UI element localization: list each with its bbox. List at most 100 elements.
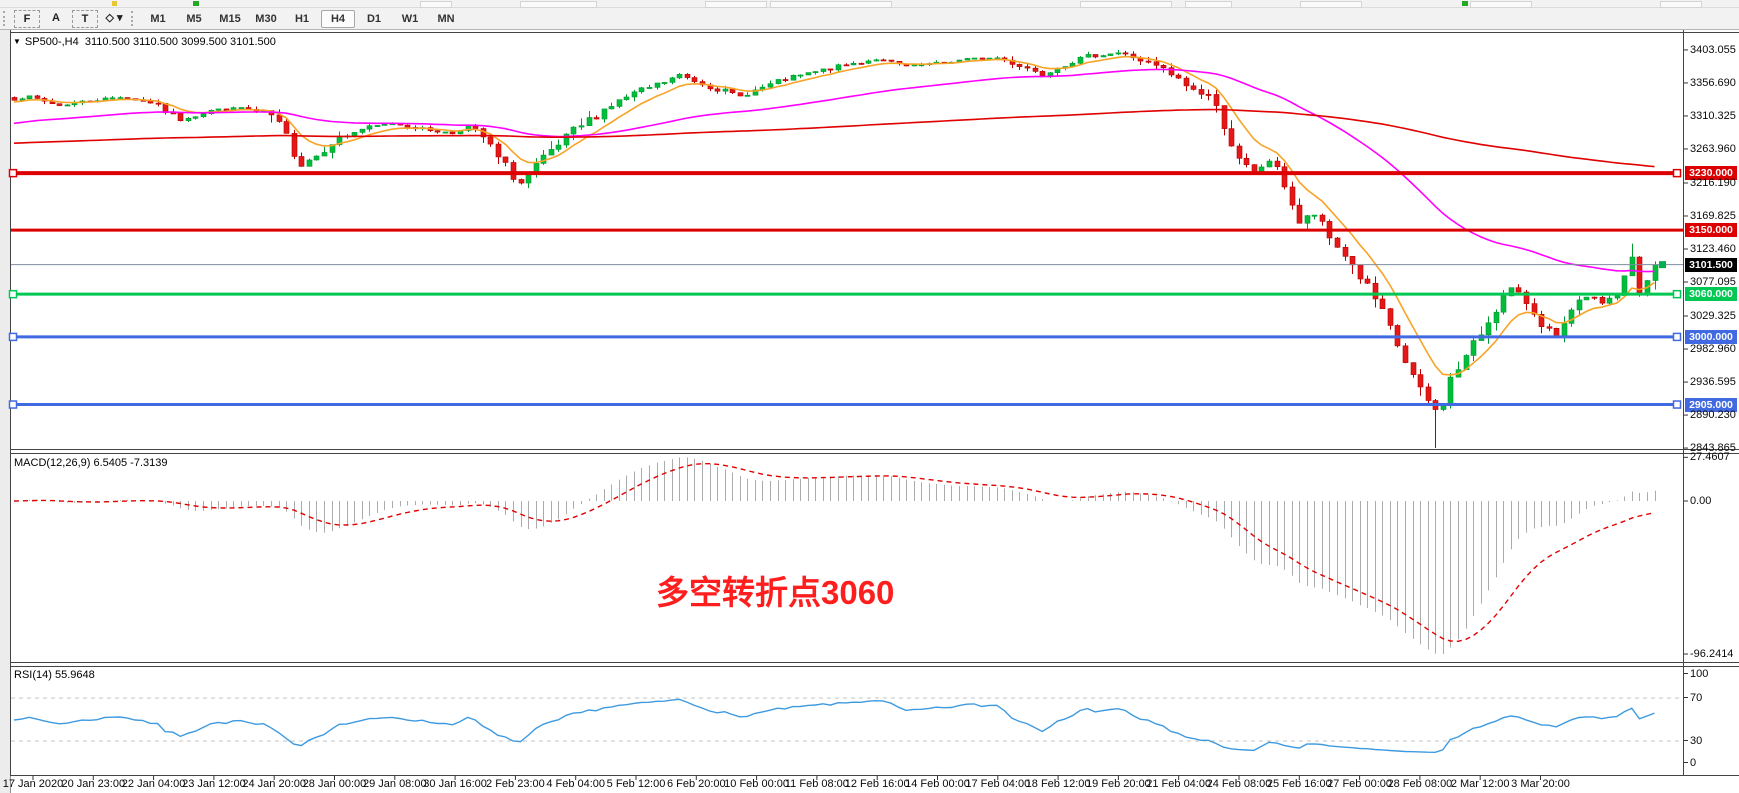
price-axis-label: 3029.325 (1690, 310, 1736, 323)
candle-body (404, 124, 411, 128)
candle-body (1319, 214, 1326, 222)
timeframe-M5[interactable]: M5 (186, 12, 202, 25)
candle-body (1190, 85, 1197, 90)
candle-body (1402, 345, 1409, 363)
line-handle[interactable] (1672, 289, 1682, 299)
chart-annotation-text[interactable]: 多空转折点3060 (656, 574, 895, 611)
toolbar-fragment (1300, 1, 1362, 8)
candle-body (518, 179, 525, 184)
objects-cursor-icon[interactable]: ◇ ▾ (105, 11, 123, 24)
text-label-icon[interactable]: T (72, 9, 98, 28)
candle-body (34, 95, 41, 99)
time-axis-label: 2 Mar 12:00 (1450, 778, 1510, 790)
time-axis-label: 18 Feb 12:00 (1025, 778, 1091, 790)
horizontal-level-2905[interactable] (8, 400, 1682, 409)
price-axis-label: 2890.230 (1690, 409, 1736, 422)
slow-ma-line[interactable] (13, 108, 1655, 168)
candle-body (366, 125, 373, 130)
candle-body (1349, 256, 1356, 266)
time-axis-label: 28 Feb 08:00 (1387, 778, 1453, 790)
toolbar-fragment (520, 1, 597, 8)
candle-body (442, 131, 449, 134)
candle-body (1576, 299, 1583, 311)
chart-grid-f-icon[interactable]: F (14, 9, 40, 28)
toolbar-fragment (420, 1, 452, 8)
candle-body (1568, 309, 1575, 324)
candle-body (1296, 204, 1303, 224)
line-handle[interactable] (1672, 332, 1682, 342)
timeframe-M15[interactable]: M15 (219, 12, 241, 25)
candle-body (1160, 64, 1167, 68)
symbol-dropdown-icon[interactable]: ▼ (13, 37, 21, 46)
toolbar-fragment (1660, 1, 1702, 8)
candle-body (1372, 282, 1379, 300)
medium-ma-line[interactable] (13, 68, 1655, 273)
candle-body (1085, 54, 1092, 58)
macd-values: 6.5405 -7.3139 (93, 457, 168, 469)
candle-body (880, 59, 887, 62)
timeframe-D1[interactable]: D1 (366, 12, 382, 25)
candle-body (1289, 186, 1296, 206)
candle-body (835, 64, 842, 71)
timeframe-M30[interactable]: M30 (255, 12, 277, 25)
candle-body (200, 113, 207, 118)
candle-body (782, 79, 789, 81)
candle-body (691, 77, 698, 82)
candle-body (1228, 128, 1235, 147)
candle-body (797, 74, 804, 77)
chart-toolbar: F A T ◇ ▾ M1 M5 M15 M30 H1 H4 D1 W1 MN (0, 8, 1739, 30)
fast-ma-line[interactable] (13, 55, 1655, 376)
timeframe-M1[interactable]: M1 (150, 12, 166, 25)
time-axis-label: 23 Jan 12:00 (182, 778, 246, 790)
font-a-icon[interactable]: A (52, 11, 60, 24)
candle-body (767, 83, 774, 88)
candle-body (1561, 323, 1568, 337)
time-axis-label: 21 Feb 04:00 (1146, 778, 1212, 790)
line-handle[interactable] (8, 289, 18, 299)
line-handle[interactable] (8, 332, 18, 342)
candle-body (1205, 94, 1212, 96)
line-handle[interactable] (1672, 168, 1682, 178)
candle-body (1032, 67, 1039, 72)
candle-body (661, 82, 668, 84)
candle-body (775, 79, 782, 84)
candle-body (381, 123, 388, 126)
rsi-axis-label: 30 (1690, 734, 1703, 747)
timeframe-H4[interactable]: H4 (321, 9, 355, 28)
timeframe-W1[interactable]: W1 (401, 12, 419, 25)
candle-body (979, 57, 986, 60)
horizontal-level-3230[interactable] (8, 168, 1682, 178)
candle-body (676, 74, 683, 79)
timeframe-MN[interactable]: MN (437, 12, 455, 25)
candle-body (109, 97, 116, 100)
candle-body (638, 87, 645, 93)
horizontal-level-3000[interactable] (8, 332, 1682, 342)
candle-body (608, 106, 615, 110)
price-axis-label: 2936.595 (1690, 376, 1736, 389)
candle-body (1538, 314, 1545, 328)
candle-body (64, 104, 71, 107)
toolbar-grip[interactable] (3, 11, 8, 26)
line-handle[interactable] (8, 168, 18, 178)
candle-body (865, 60, 872, 64)
line-handle[interactable] (8, 400, 18, 409)
price-axis-label: 3310.325 (1690, 109, 1736, 122)
chart-title: ▼ SP500-,H4 3110.500 3110.500 3099.500 31… (13, 36, 276, 48)
candle-body (1281, 166, 1288, 188)
horizontal-level-3060[interactable] (8, 289, 1682, 299)
price-axis-label: 2843.865 (1690, 442, 1736, 455)
candle-body (1500, 295, 1507, 313)
time-axis-label: 24 Jan 20:00 (242, 778, 306, 790)
time-axis-label: 3 Mar 20:00 (1511, 778, 1570, 790)
candle-body (752, 89, 759, 96)
timeframe-H1[interactable]: H1 (294, 12, 310, 25)
top-toolbar-strip (0, 0, 1739, 8)
line-handle[interactable] (1672, 400, 1682, 409)
candle-body (593, 117, 600, 120)
candle-body (843, 64, 850, 67)
price-axis-label: 3216.190 (1690, 176, 1736, 189)
candle-body (1546, 326, 1553, 329)
toolbar-grip[interactable] (131, 11, 136, 26)
macd-signal-line (13, 463, 1655, 643)
